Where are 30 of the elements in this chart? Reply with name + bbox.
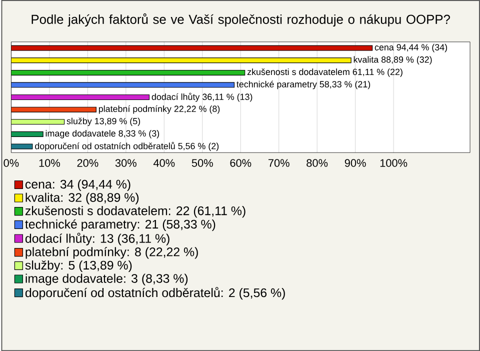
x-tick-label: 30% <box>115 159 136 167</box>
data-label: cena 94,44 % (34) <box>374 44 448 52</box>
data-label: platební podmínky 22,22 % (8) <box>98 105 220 114</box>
legend-label: image dodavatele: 3 (8,33 %) <box>26 274 188 286</box>
data-label: zkušenosti s dodavatelem 61,11 % (22) <box>247 68 402 77</box>
x-tick-label: 50% <box>192 159 213 167</box>
legend-label: doporučení od ostatních odběratelů: 2 (5,56 %) <box>25 286 285 300</box>
data-label: image dodavatele 8,33 % (3) <box>46 130 160 138</box>
x-tick-label: 10% <box>39 159 60 167</box>
chart-title: Podle jakých faktorů se ve Vaší společnosti rozhoduje o nákupu OOPP? <box>32 13 450 26</box>
legend-label: technické parametry: 21 (58,33 %) <box>25 219 216 232</box>
x-tick-label: 60% <box>230 159 252 167</box>
data-label: dodací lhůty 36,11 % (13) <box>152 92 252 102</box>
x-tick-label: 70% <box>268 159 290 167</box>
x-tick-label: 20% <box>77 159 98 167</box>
data-label: technické parametry 58,33 % (21) <box>236 80 370 90</box>
x-tick-label: 90% <box>344 159 366 167</box>
x-tick-label: 100% <box>380 159 408 167</box>
legend-label: platební podmínky: 8 (22,22 %) <box>26 246 198 259</box>
x-tick-label: 80% <box>306 159 328 167</box>
data-label: doporučení od ostatních odběratelů 5,56 % (2) <box>35 142 219 151</box>
legend-label: dodací lhůty: 13 (36,11 %) <box>25 232 170 246</box>
data-label: služby 13,89 % (5) <box>66 118 140 126</box>
legend-label: služby: 5 (13,89 %) <box>25 260 132 272</box>
legend-label: kvalita: 32 (88,89 %) <box>26 192 139 204</box>
x-tick-label: 40% <box>153 159 175 167</box>
x-tick-label: 0% <box>4 159 19 167</box>
legend-label: cena: 34 (94,44 %) <box>25 179 130 192</box>
legend-label: zkušenosti s dodavatelem: 22 (61,11 %) <box>25 206 246 218</box>
data-label: kvalita 88,89 % (32) <box>354 56 432 64</box>
